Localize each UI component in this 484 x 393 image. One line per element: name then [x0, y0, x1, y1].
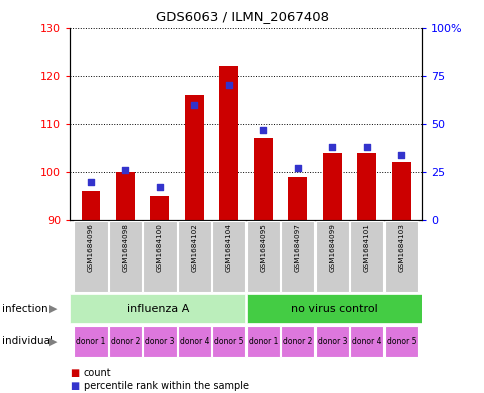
Text: donor 4: donor 4 [351, 337, 381, 346]
Bar [109, 221, 142, 292]
Bar [109, 325, 142, 357]
Text: individual: individual [2, 336, 53, 346]
Text: GDS6063 / ILMN_2067408: GDS6063 / ILMN_2067408 [156, 10, 328, 23]
Text: donor 2: donor 2 [283, 337, 312, 346]
Point [328, 144, 335, 150]
Bar [288, 177, 307, 220]
Text: donor 4: donor 4 [179, 337, 209, 346]
Bar [212, 221, 245, 292]
Bar [246, 325, 279, 357]
Bar [150, 196, 169, 220]
Text: GSM1684096: GSM1684096 [88, 223, 94, 272]
Text: GSM1684097: GSM1684097 [294, 223, 300, 272]
Point [259, 127, 267, 133]
Text: donor 3: donor 3 [145, 337, 174, 346]
Bar [253, 138, 272, 220]
Point [87, 178, 95, 185]
Text: donor 5: donor 5 [386, 337, 415, 346]
Bar [357, 152, 376, 220]
Bar [184, 95, 203, 220]
Text: GSM1684095: GSM1684095 [260, 223, 266, 272]
Bar [70, 294, 245, 323]
Bar [349, 221, 382, 292]
Bar [384, 221, 417, 292]
Text: ▶: ▶ [48, 303, 57, 314]
Point [362, 144, 370, 150]
Text: GSM1684099: GSM1684099 [329, 223, 334, 272]
Text: GSM1684104: GSM1684104 [226, 223, 231, 272]
Text: GSM1684103: GSM1684103 [397, 223, 404, 272]
Bar [315, 325, 348, 357]
Bar [143, 325, 176, 357]
Bar [384, 325, 417, 357]
Text: ■: ■ [70, 367, 79, 378]
Bar [315, 221, 348, 292]
Bar [349, 325, 382, 357]
Text: ■: ■ [70, 381, 79, 391]
Bar [81, 191, 100, 220]
Point [293, 165, 301, 171]
Text: GSM1684100: GSM1684100 [157, 223, 163, 272]
Bar [75, 325, 107, 357]
Point [121, 167, 129, 173]
Bar [212, 325, 245, 357]
Text: influenza A: influenza A [126, 303, 189, 314]
Text: donor 2: donor 2 [110, 337, 140, 346]
Bar [246, 221, 279, 292]
Point [396, 151, 404, 158]
Text: donor 1: donor 1 [248, 337, 277, 346]
Bar [391, 162, 410, 220]
Bar [75, 221, 107, 292]
Bar [219, 66, 238, 220]
Text: percentile rank within the sample: percentile rank within the sample [84, 381, 248, 391]
Point [225, 82, 232, 88]
Bar [281, 325, 314, 357]
Bar [322, 152, 341, 220]
Bar [178, 221, 211, 292]
Text: GSM1684102: GSM1684102 [191, 223, 197, 272]
Text: count: count [84, 367, 111, 378]
Point [190, 101, 198, 108]
Bar [143, 221, 176, 292]
Text: donor 1: donor 1 [76, 337, 106, 346]
Text: donor 3: donor 3 [317, 337, 347, 346]
Text: GSM1684101: GSM1684101 [363, 223, 369, 272]
Bar [116, 172, 135, 220]
Text: infection: infection [2, 303, 48, 314]
Text: ▶: ▶ [48, 336, 57, 346]
Text: GSM1684098: GSM1684098 [122, 223, 128, 272]
Bar [246, 294, 421, 323]
Text: donor 5: donor 5 [214, 337, 243, 346]
Bar [281, 221, 314, 292]
Point [156, 184, 164, 191]
Text: no virus control: no virus control [290, 303, 377, 314]
Bar [178, 325, 211, 357]
